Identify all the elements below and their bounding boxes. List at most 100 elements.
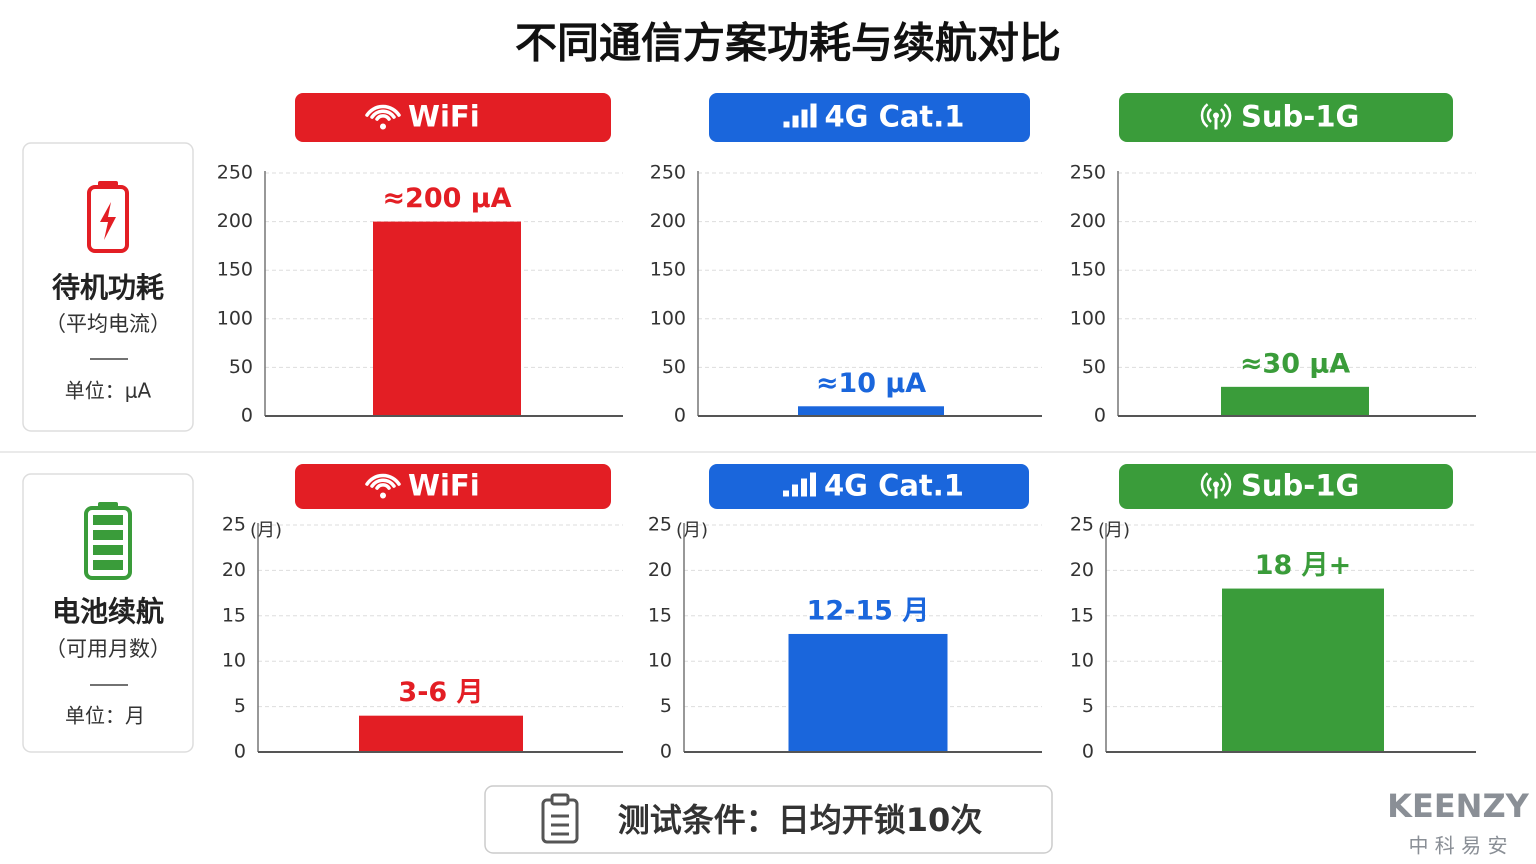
bar bbox=[373, 221, 521, 416]
header-icon bbox=[1200, 472, 1232, 499]
row-unit: 单位：月 bbox=[65, 704, 145, 728]
y-tick-label: 0 bbox=[674, 405, 686, 427]
y-tick-label: 10 bbox=[648, 650, 672, 672]
header-icon bbox=[365, 104, 401, 130]
row-label: 待机功耗 bbox=[52, 271, 164, 304]
header-title: Sub-1G bbox=[1241, 469, 1359, 503]
bar bbox=[1221, 386, 1369, 416]
wave bbox=[1223, 103, 1232, 128]
row-sublabel: （可用月数） bbox=[45, 637, 171, 661]
y-tick-label: 15 bbox=[1070, 604, 1094, 626]
header-icon bbox=[1200, 103, 1232, 130]
signal-bar bbox=[810, 472, 816, 497]
antenna-dot bbox=[1213, 481, 1219, 488]
y-tick-label: 10 bbox=[1070, 650, 1094, 672]
y-tick-label: 50 bbox=[1082, 356, 1106, 378]
y-tick-label: 15 bbox=[222, 604, 246, 626]
bar bbox=[1222, 588, 1384, 752]
y-tick-label: 100 bbox=[1070, 307, 1106, 329]
footer-text: 测试条件：日均开锁10次 bbox=[618, 801, 983, 839]
row-card bbox=[22, 142, 194, 432]
header-icon bbox=[365, 473, 401, 499]
signal-bar bbox=[810, 103, 817, 128]
y-tick-label: 150 bbox=[1070, 259, 1106, 281]
bar bbox=[359, 715, 523, 752]
y-tick-label: 100 bbox=[217, 307, 253, 329]
page-title: 不同通信方案功耗与续航对比 bbox=[515, 19, 1061, 68]
y-tick-label: 150 bbox=[650, 259, 686, 281]
y-tick-label: 15 bbox=[648, 604, 672, 626]
y-tick-label: 0 bbox=[234, 741, 246, 763]
value-label: 18 月+ bbox=[1255, 550, 1352, 581]
header-title: WiFi bbox=[408, 469, 480, 503]
y-tick-label: 20 bbox=[222, 559, 246, 581]
y-tick-label: 5 bbox=[234, 695, 246, 717]
y-tick-label: 0 bbox=[660, 741, 672, 763]
header-pill bbox=[295, 93, 611, 142]
y-tick-label: 200 bbox=[217, 210, 253, 232]
y-tick-label: 250 bbox=[1070, 162, 1106, 184]
y-tick-label: 5 bbox=[660, 695, 672, 717]
header-title: 4G Cat.1 bbox=[825, 100, 965, 134]
y-tick-label: 0 bbox=[241, 405, 253, 427]
y-unit: (月) bbox=[1098, 520, 1130, 541]
battery-bolt-icon bbox=[87, 181, 129, 253]
footer-box bbox=[484, 785, 1053, 854]
value-label: ≈30 μA bbox=[1240, 348, 1350, 379]
header-pill bbox=[709, 93, 1030, 142]
wifi-arc bbox=[365, 104, 401, 117]
header-pill bbox=[295, 464, 611, 509]
header-pill bbox=[1119, 464, 1453, 509]
value-label: 12-15 月 bbox=[807, 595, 930, 626]
y-tick-label: 150 bbox=[217, 259, 253, 281]
wifi-dot bbox=[380, 123, 386, 130]
header-icon bbox=[783, 103, 817, 128]
y-tick-label: 250 bbox=[217, 162, 253, 184]
wave bbox=[1206, 477, 1213, 492]
y-tick-label: 0 bbox=[1094, 405, 1106, 427]
y-tick-label: 200 bbox=[1070, 210, 1106, 232]
y-tick-label: 200 bbox=[650, 210, 686, 232]
value-label: ≈10 μA bbox=[816, 368, 926, 399]
wave bbox=[1200, 472, 1209, 497]
y-tick-label: 0 bbox=[1082, 741, 1094, 763]
wave bbox=[1206, 108, 1213, 123]
y-tick-label: 20 bbox=[1070, 559, 1094, 581]
header-pill bbox=[1119, 93, 1453, 142]
y-tick-label: 20 bbox=[648, 559, 672, 581]
row-card bbox=[22, 473, 194, 753]
antenna-dot bbox=[1213, 112, 1219, 119]
clipboard-icon bbox=[541, 793, 579, 844]
wifi-dot bbox=[380, 492, 386, 499]
header-pill bbox=[709, 464, 1029, 509]
y-tick-label: 50 bbox=[229, 356, 253, 378]
signal-bar bbox=[792, 115, 799, 128]
y-tick-label: 250 bbox=[650, 162, 686, 184]
value-label: ≈200 μA bbox=[382, 183, 511, 214]
wifi-arc bbox=[370, 109, 396, 119]
y-tick-label: 5 bbox=[1082, 695, 1094, 717]
header-title: 4G Cat.1 bbox=[824, 469, 964, 503]
y-tick-label: 10 bbox=[222, 650, 246, 672]
logo-name: KEENZY bbox=[1387, 787, 1530, 825]
header-title: WiFi bbox=[408, 100, 480, 134]
y-unit: (月) bbox=[250, 520, 282, 541]
wave bbox=[1219, 108, 1226, 123]
y-tick-label: 25 bbox=[222, 514, 246, 536]
row-label: 电池续航 bbox=[52, 595, 164, 628]
wifi-arc bbox=[370, 478, 396, 488]
wave bbox=[1200, 103, 1209, 128]
header-icon bbox=[783, 472, 816, 497]
y-tick-label: 25 bbox=[648, 514, 672, 536]
wave bbox=[1223, 472, 1232, 497]
signal-bar bbox=[801, 109, 808, 128]
header-title: Sub-1G bbox=[1241, 100, 1359, 134]
bar bbox=[798, 406, 944, 416]
logo-subtitle: 中 科 易 安 bbox=[1408, 834, 1507, 858]
signal-bar bbox=[783, 490, 789, 497]
y-tick-label: 25 bbox=[1070, 514, 1094, 536]
bar bbox=[788, 633, 948, 752]
wave bbox=[1219, 477, 1226, 492]
